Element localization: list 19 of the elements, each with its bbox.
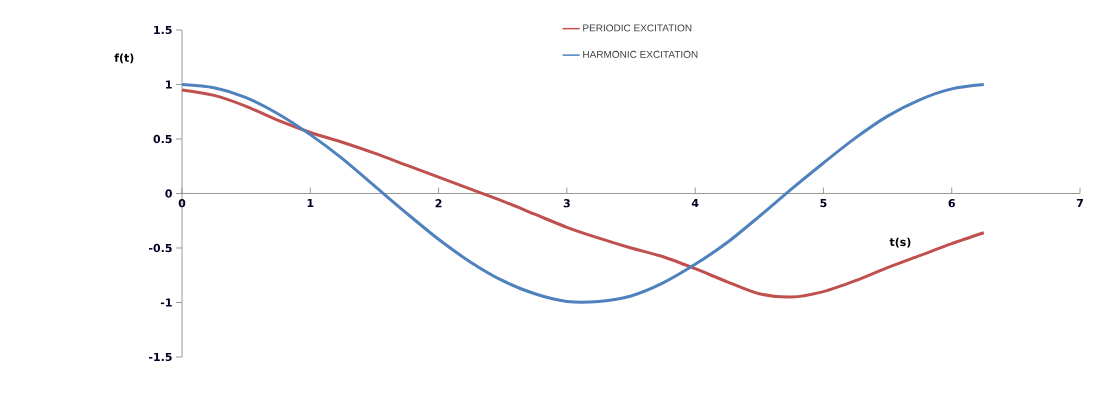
y-tick-label: -0.5 bbox=[149, 243, 172, 253]
x-tick-label: 2 bbox=[435, 199, 442, 208]
x-tick-label: 3 bbox=[563, 199, 570, 208]
legend-label: HARMONIC EXCITATION bbox=[583, 50, 698, 58]
x-tick-label: 4 bbox=[691, 199, 699, 208]
y-tick-label: 0 bbox=[165, 189, 172, 198]
y-tick-label: 0.5 bbox=[153, 134, 172, 144]
x-tick-label: 0 bbox=[178, 199, 186, 208]
x-tick-label: 7 bbox=[1076, 199, 1083, 208]
x-tick-label: 1 bbox=[307, 199, 314, 208]
y-tick-label: 1.5 bbox=[154, 25, 172, 35]
legend-label: PERIODIC EXCITATION bbox=[583, 24, 692, 32]
x-axis-title: t(s) bbox=[889, 237, 911, 248]
x-tick-label: 6 bbox=[948, 199, 955, 208]
y-axis-title: f(t) bbox=[114, 53, 134, 64]
x-tick-label: 5 bbox=[820, 199, 827, 208]
y-tick-label: -1.5 bbox=[149, 352, 172, 362]
y-tick-label: -1 bbox=[160, 298, 172, 307]
y-tick-label: 1 bbox=[166, 80, 172, 89]
